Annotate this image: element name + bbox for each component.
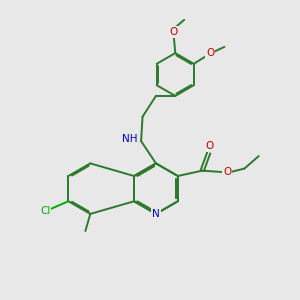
Text: N: N xyxy=(152,209,160,219)
Text: NH: NH xyxy=(122,134,137,144)
Text: O: O xyxy=(223,167,231,177)
Text: O: O xyxy=(170,27,178,37)
Text: O: O xyxy=(206,48,214,59)
Text: O: O xyxy=(206,141,214,151)
Text: Cl: Cl xyxy=(40,206,51,216)
